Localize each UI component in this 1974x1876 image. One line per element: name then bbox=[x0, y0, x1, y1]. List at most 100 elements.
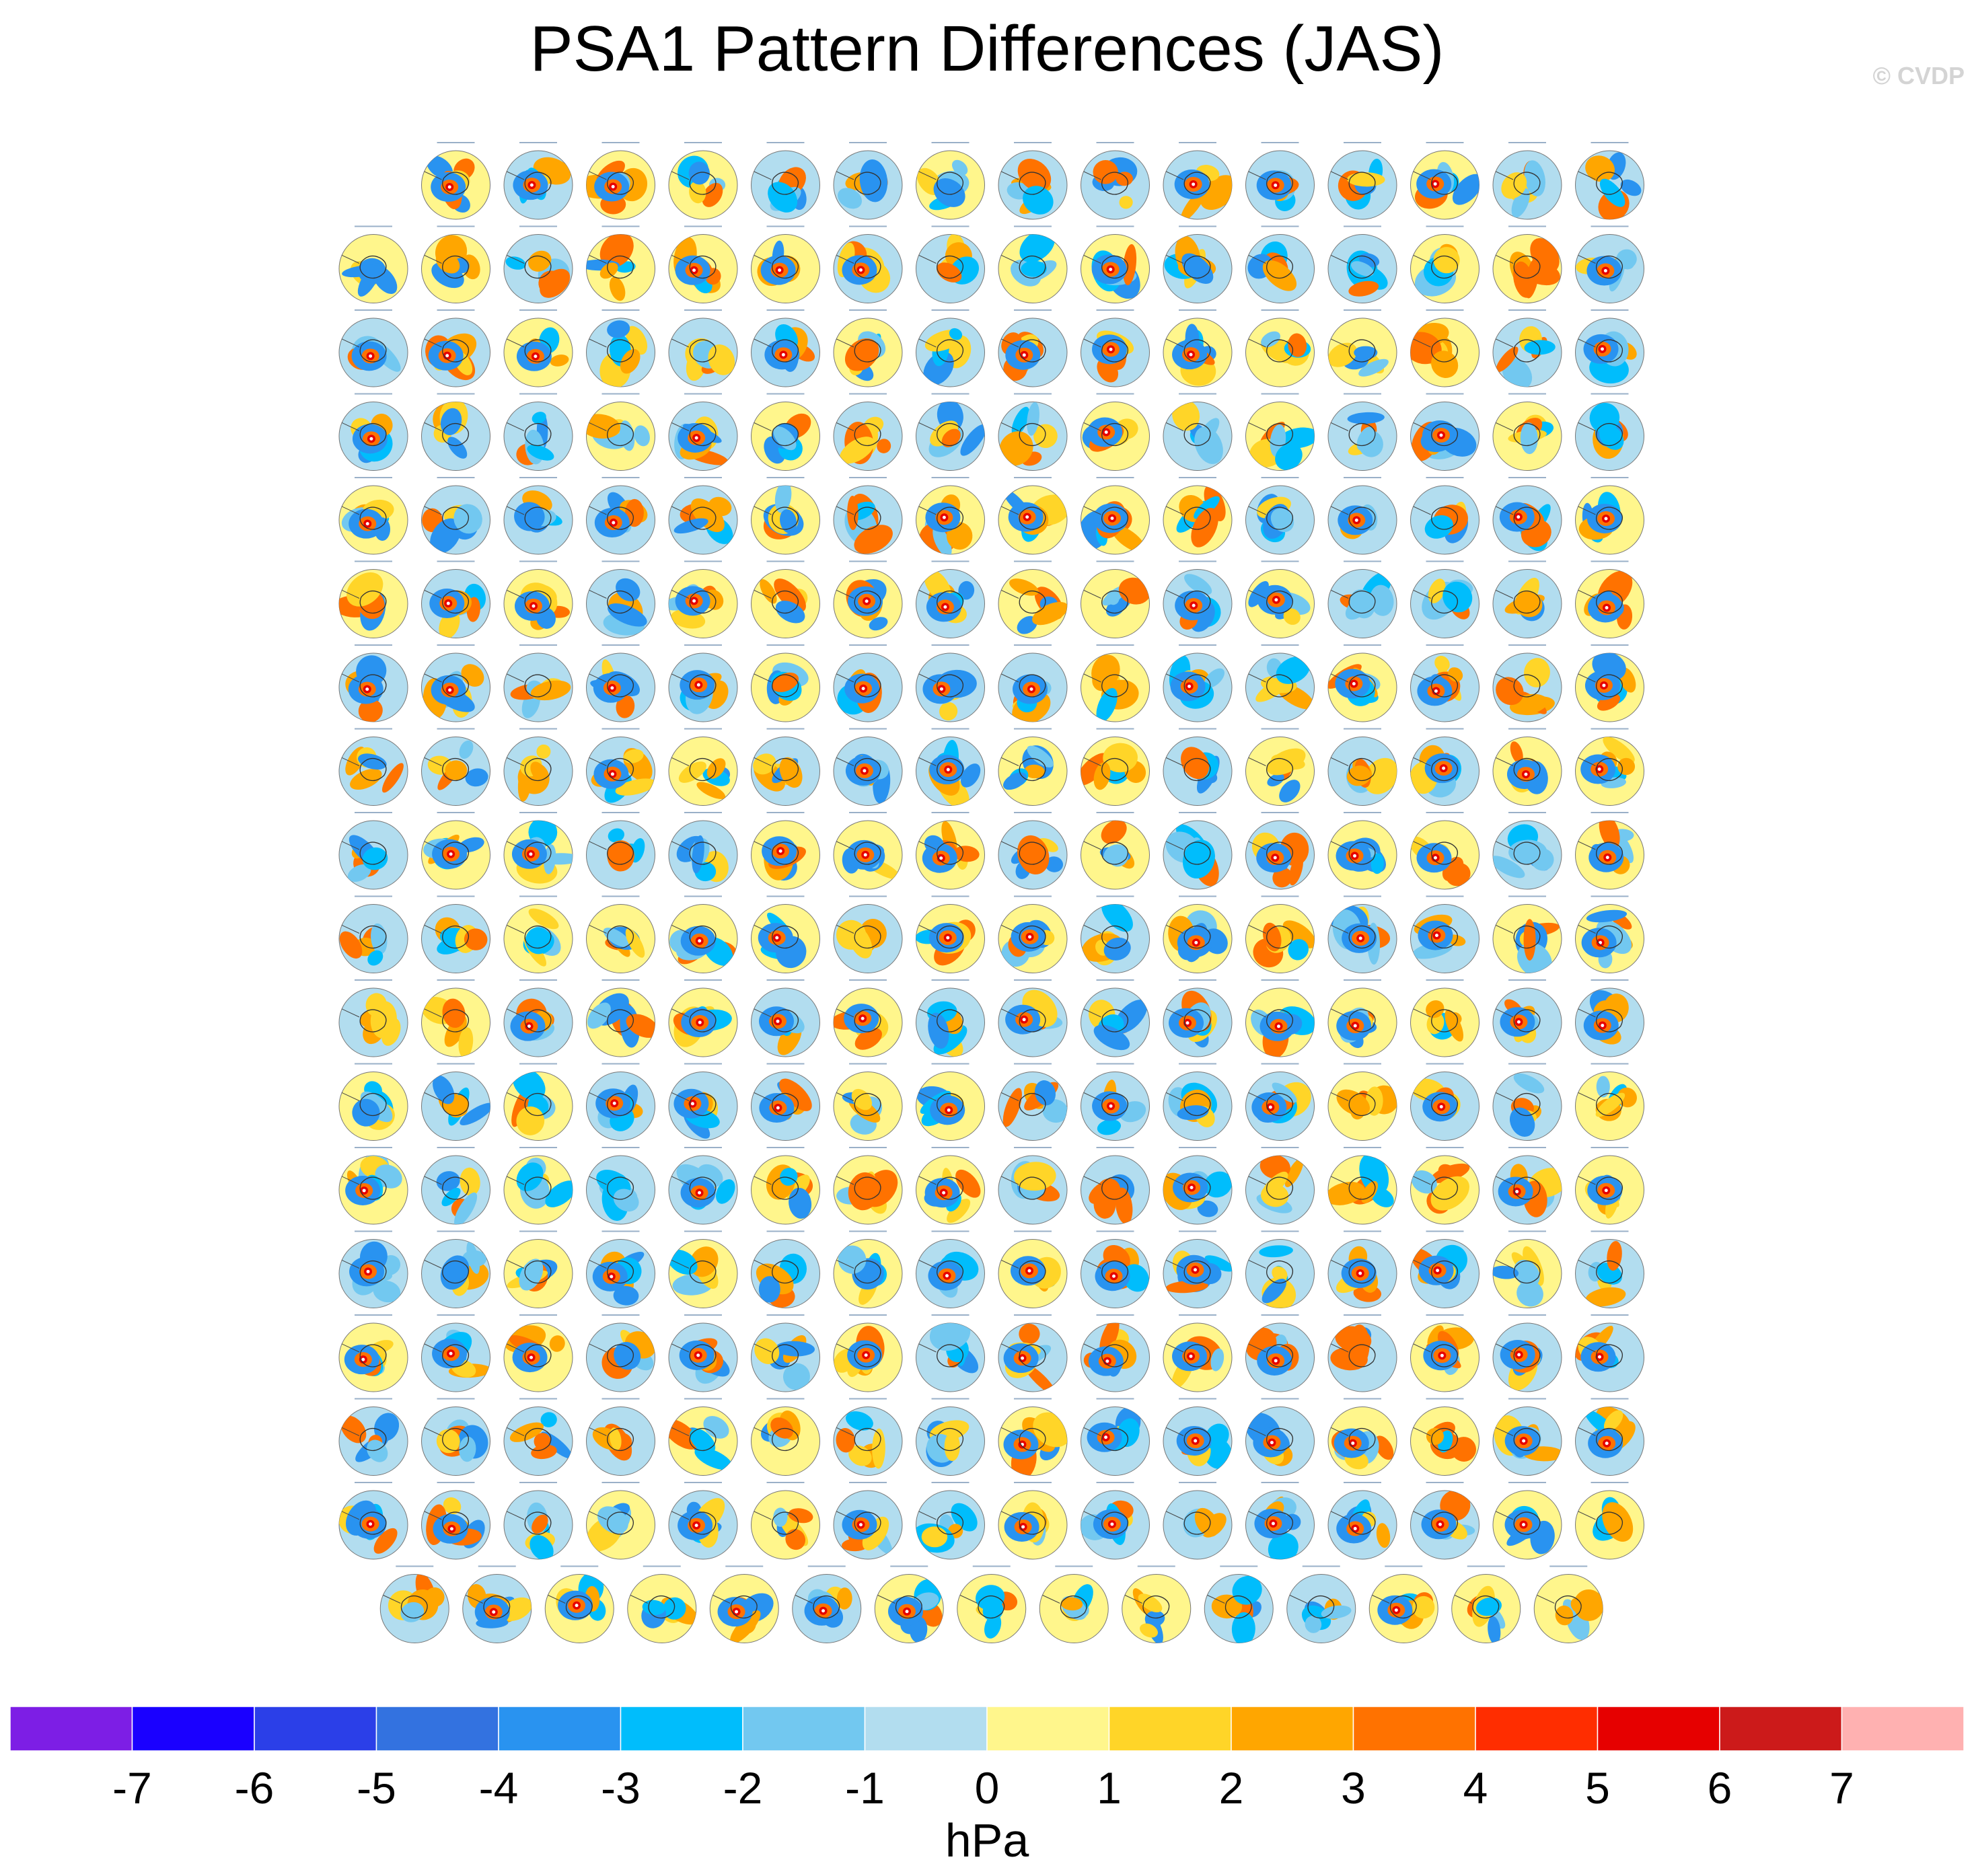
panel-map bbox=[1410, 393, 1479, 471]
panel-map bbox=[668, 1230, 738, 1308]
colorbar-segment bbox=[375, 1706, 499, 1752]
panel-map bbox=[421, 225, 490, 303]
panel-map bbox=[751, 1398, 820, 1476]
panel-map bbox=[586, 142, 655, 220]
panel-map bbox=[1245, 979, 1315, 1057]
panel-map bbox=[421, 895, 490, 973]
panel-map bbox=[1081, 1398, 1150, 1476]
panel-map bbox=[1163, 1482, 1233, 1560]
panel-map bbox=[586, 1398, 655, 1476]
panel-map bbox=[751, 225, 820, 303]
colorbar-tick-label: -3 bbox=[601, 1763, 641, 1813]
panel-map bbox=[833, 309, 903, 387]
panel-map bbox=[503, 477, 573, 555]
panel-map bbox=[1081, 979, 1150, 1057]
panel-map bbox=[1081, 393, 1150, 471]
panel-map bbox=[586, 728, 655, 806]
panel-map bbox=[338, 393, 408, 471]
panel-map bbox=[1575, 979, 1644, 1057]
panel-map bbox=[998, 1482, 1068, 1560]
panel-map bbox=[751, 728, 820, 806]
panel-map bbox=[751, 1063, 820, 1141]
panel-map bbox=[1327, 728, 1397, 806]
panel-map bbox=[1081, 895, 1150, 973]
panel-map bbox=[1245, 812, 1315, 890]
panel-map bbox=[1410, 1314, 1479, 1392]
panel-map bbox=[1492, 1063, 1562, 1141]
colorbar-segment bbox=[9, 1706, 133, 1752]
panel-map bbox=[668, 812, 738, 890]
panel-map bbox=[998, 1063, 1068, 1141]
panel-map bbox=[503, 1482, 573, 1560]
panel-map bbox=[1327, 477, 1397, 555]
panel-map bbox=[1122, 1565, 1192, 1643]
panel-map bbox=[1327, 1314, 1397, 1392]
panel-map bbox=[338, 1482, 408, 1560]
panel-map bbox=[1327, 225, 1397, 303]
panel-map bbox=[751, 644, 820, 722]
panel-map bbox=[833, 1063, 903, 1141]
panel-map bbox=[998, 1398, 1068, 1476]
panel-map bbox=[668, 1314, 738, 1392]
panel-map bbox=[833, 560, 903, 638]
panel-map bbox=[1327, 979, 1397, 1057]
panel-map bbox=[1410, 895, 1479, 973]
panel-map bbox=[1245, 644, 1315, 722]
colorbar-segment bbox=[131, 1706, 255, 1752]
panel-map bbox=[709, 1565, 779, 1643]
panel-map bbox=[833, 644, 903, 722]
panel-map bbox=[586, 1147, 655, 1225]
panel-map bbox=[833, 1147, 903, 1225]
panel-map bbox=[998, 477, 1068, 555]
panel-map bbox=[1163, 644, 1233, 722]
panel-map bbox=[1410, 560, 1479, 638]
colorbar-tick-label: 4 bbox=[1463, 1763, 1488, 1813]
panel-map bbox=[998, 142, 1068, 220]
panel-map bbox=[833, 1398, 903, 1476]
colorbar-segment bbox=[1597, 1706, 1720, 1752]
panel-map bbox=[833, 979, 903, 1057]
panel-map bbox=[998, 393, 1068, 471]
panel-map bbox=[1163, 1314, 1233, 1392]
panel-map bbox=[421, 1398, 490, 1476]
panel-map bbox=[668, 1398, 738, 1476]
panel-map bbox=[1327, 1482, 1397, 1560]
panel-map bbox=[586, 225, 655, 303]
panel-map bbox=[586, 895, 655, 973]
panel-map bbox=[998, 1314, 1068, 1392]
panel-map bbox=[544, 1565, 614, 1643]
panel-map bbox=[421, 1314, 490, 1392]
panel-map bbox=[503, 225, 573, 303]
panel-map bbox=[1081, 477, 1150, 555]
colorbar-tick-label: 3 bbox=[1341, 1763, 1366, 1813]
panel-map bbox=[998, 812, 1068, 890]
panel-map bbox=[379, 1565, 449, 1643]
panel-map bbox=[338, 560, 408, 638]
panel-map bbox=[1410, 1482, 1479, 1560]
panel-map bbox=[1492, 895, 1562, 973]
panel-map bbox=[998, 728, 1068, 806]
panel-map bbox=[1327, 644, 1397, 722]
panel-map bbox=[1327, 309, 1397, 387]
panel-map bbox=[916, 1063, 985, 1141]
panel-map bbox=[421, 393, 490, 471]
panel-map bbox=[421, 1063, 490, 1141]
panel-map bbox=[916, 393, 985, 471]
panel-map bbox=[1575, 812, 1644, 890]
panel-map bbox=[916, 225, 985, 303]
panel-map bbox=[1492, 309, 1562, 387]
colorbar-segment bbox=[864, 1706, 988, 1752]
panel-map bbox=[916, 560, 985, 638]
panel-map bbox=[1327, 1147, 1397, 1225]
panel-map bbox=[998, 895, 1068, 973]
panel-map bbox=[421, 1482, 490, 1560]
panel-map bbox=[1575, 1063, 1644, 1141]
panel-map bbox=[916, 895, 985, 973]
panel-map bbox=[751, 142, 820, 220]
panel-map bbox=[1575, 225, 1644, 303]
colorbar-tick-label: -7 bbox=[112, 1763, 152, 1813]
colorbar-tick-label: -6 bbox=[235, 1763, 275, 1813]
panel-map bbox=[998, 225, 1068, 303]
